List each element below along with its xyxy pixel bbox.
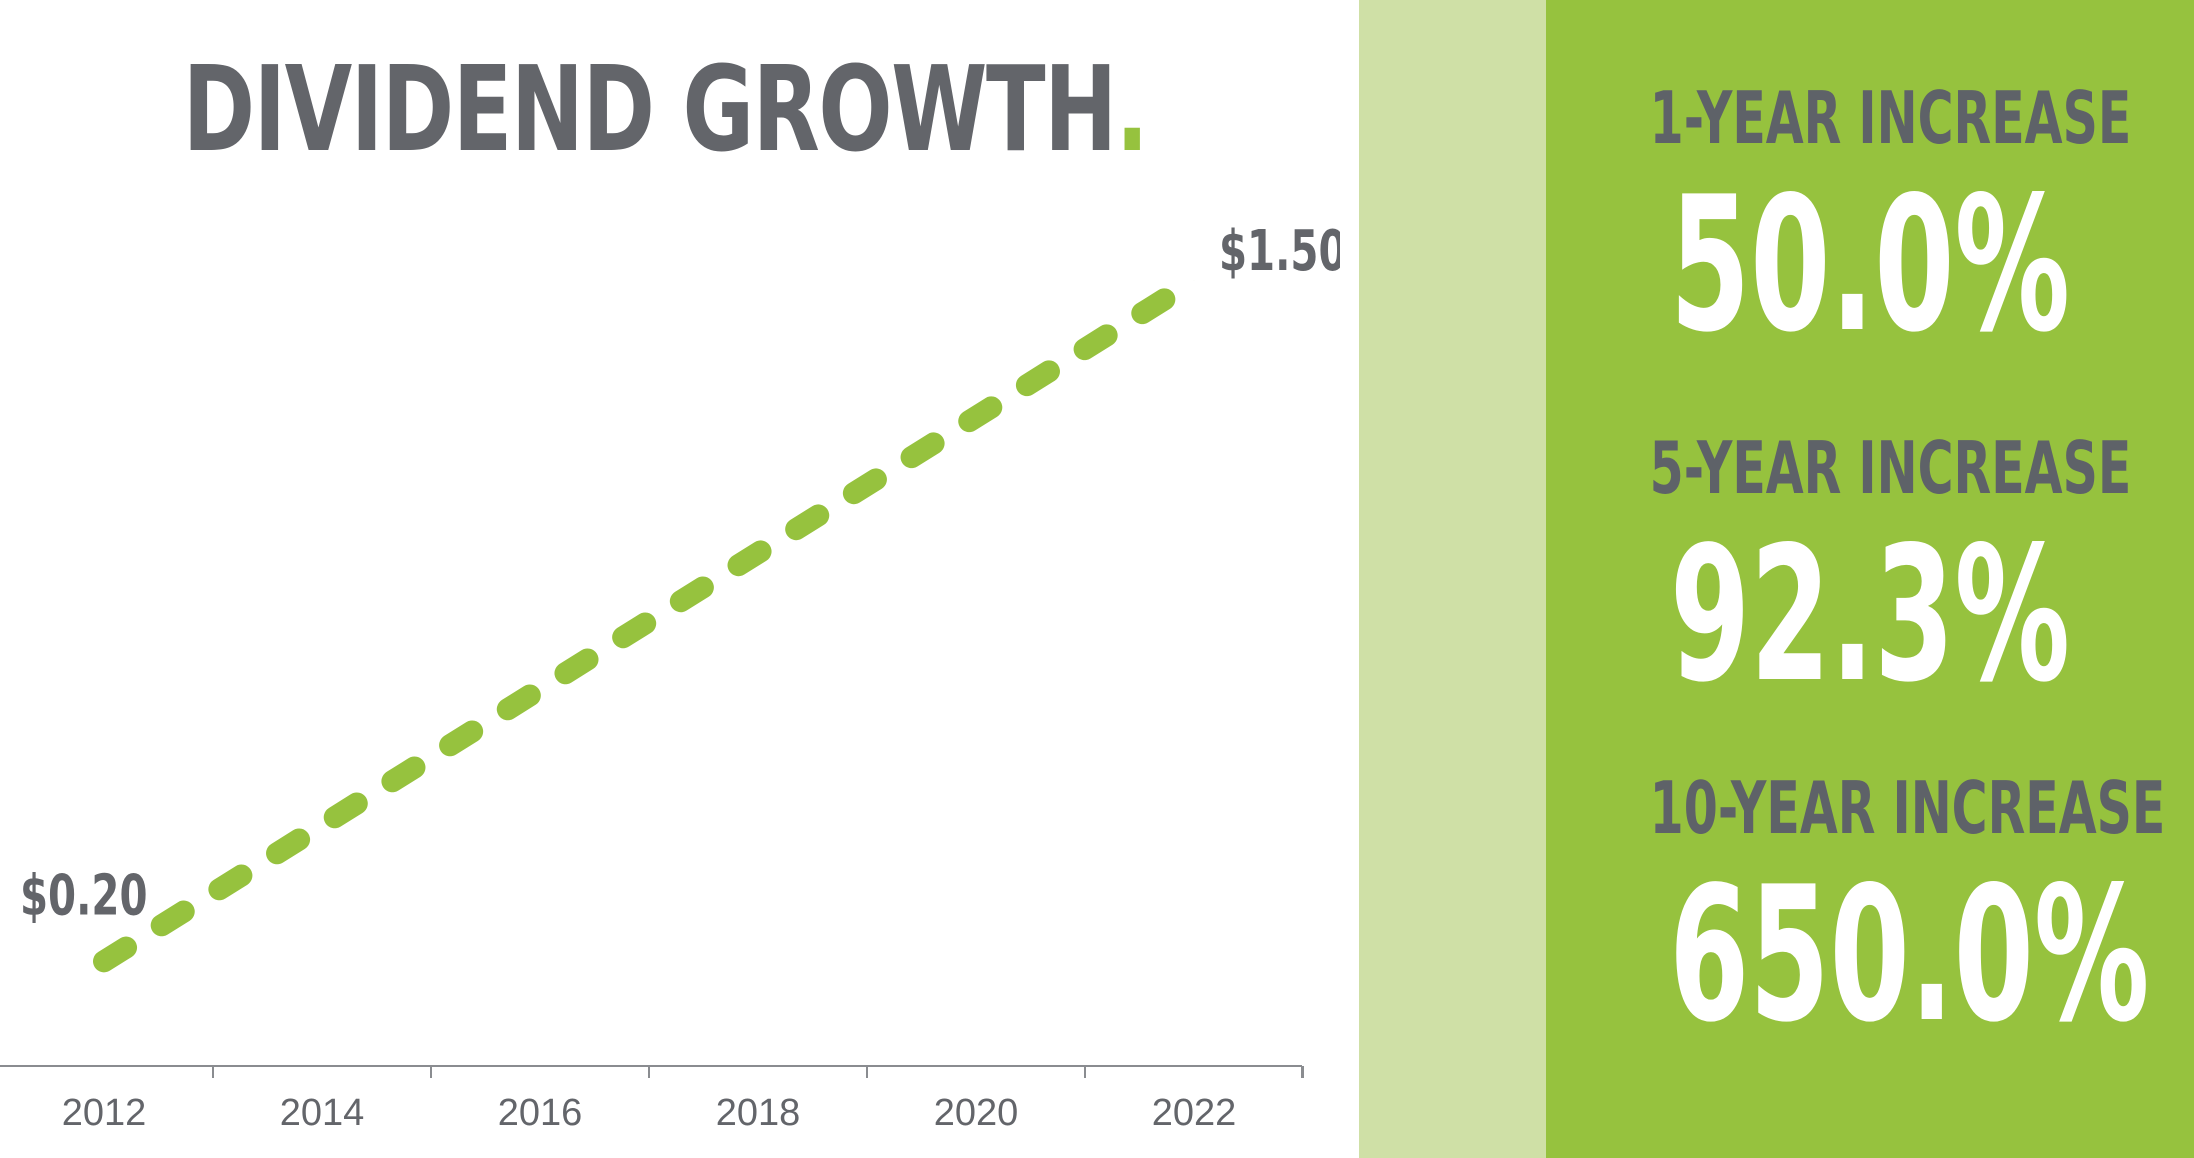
x-tick-label: 2014	[280, 1092, 365, 1134]
stat-value: 650.0%	[1669, 846, 2150, 1063]
stat-value: 92.3%	[1669, 506, 2071, 723]
x-tick-label: 2018	[716, 1092, 801, 1134]
dividend-line-chart: 2012 2014 2016 2018 2020 2022 $0.20 $1.50	[0, 218, 1340, 1134]
end-value-label: $1.50	[1219, 218, 1340, 283]
stats-panel: 1-YEAR INCREASE 50.0% 5-YEAR INCREASE 92…	[1546, 0, 2194, 1158]
start-value-label: $0.20	[20, 863, 148, 928]
title-accent-dot: .	[1115, 40, 1149, 178]
title-text: DIVIDEND GROWTH	[182, 40, 1118, 178]
x-tick-label: 2016	[498, 1092, 583, 1134]
dividend-dashed-line	[93, 269, 1205, 973]
x-axis: 2012 2014 2016 2018 2020 2022	[0, 1065, 1304, 1134]
stat-label: 1-YEAR INCREASE	[1649, 76, 2132, 160]
x-tick-label: 2012	[62, 1092, 147, 1134]
stat-1-year: 1-YEAR INCREASE 50.0%	[1546, 82, 2194, 358]
stat-10-year: 10-YEAR INCREASE 650.0%	[1546, 772, 2194, 1048]
x-tick-label: 2022	[1152, 1092, 1237, 1134]
value-labels: $0.20 $1.50	[20, 218, 1340, 928]
stat-value: 50.0%	[1669, 156, 2071, 373]
light-green-band	[1359, 0, 1546, 1158]
page-title: DIVIDEND GROWTH.	[173, 40, 1157, 178]
dividend-series	[93, 269, 1205, 973]
stat-5-year: 5-YEAR INCREASE 92.3%	[1546, 432, 2194, 708]
stat-label: 10-YEAR INCREASE	[1649, 766, 2166, 850]
stat-label: 5-YEAR INCREASE	[1649, 426, 2132, 510]
x-tick-label: 2020	[934, 1092, 1019, 1134]
